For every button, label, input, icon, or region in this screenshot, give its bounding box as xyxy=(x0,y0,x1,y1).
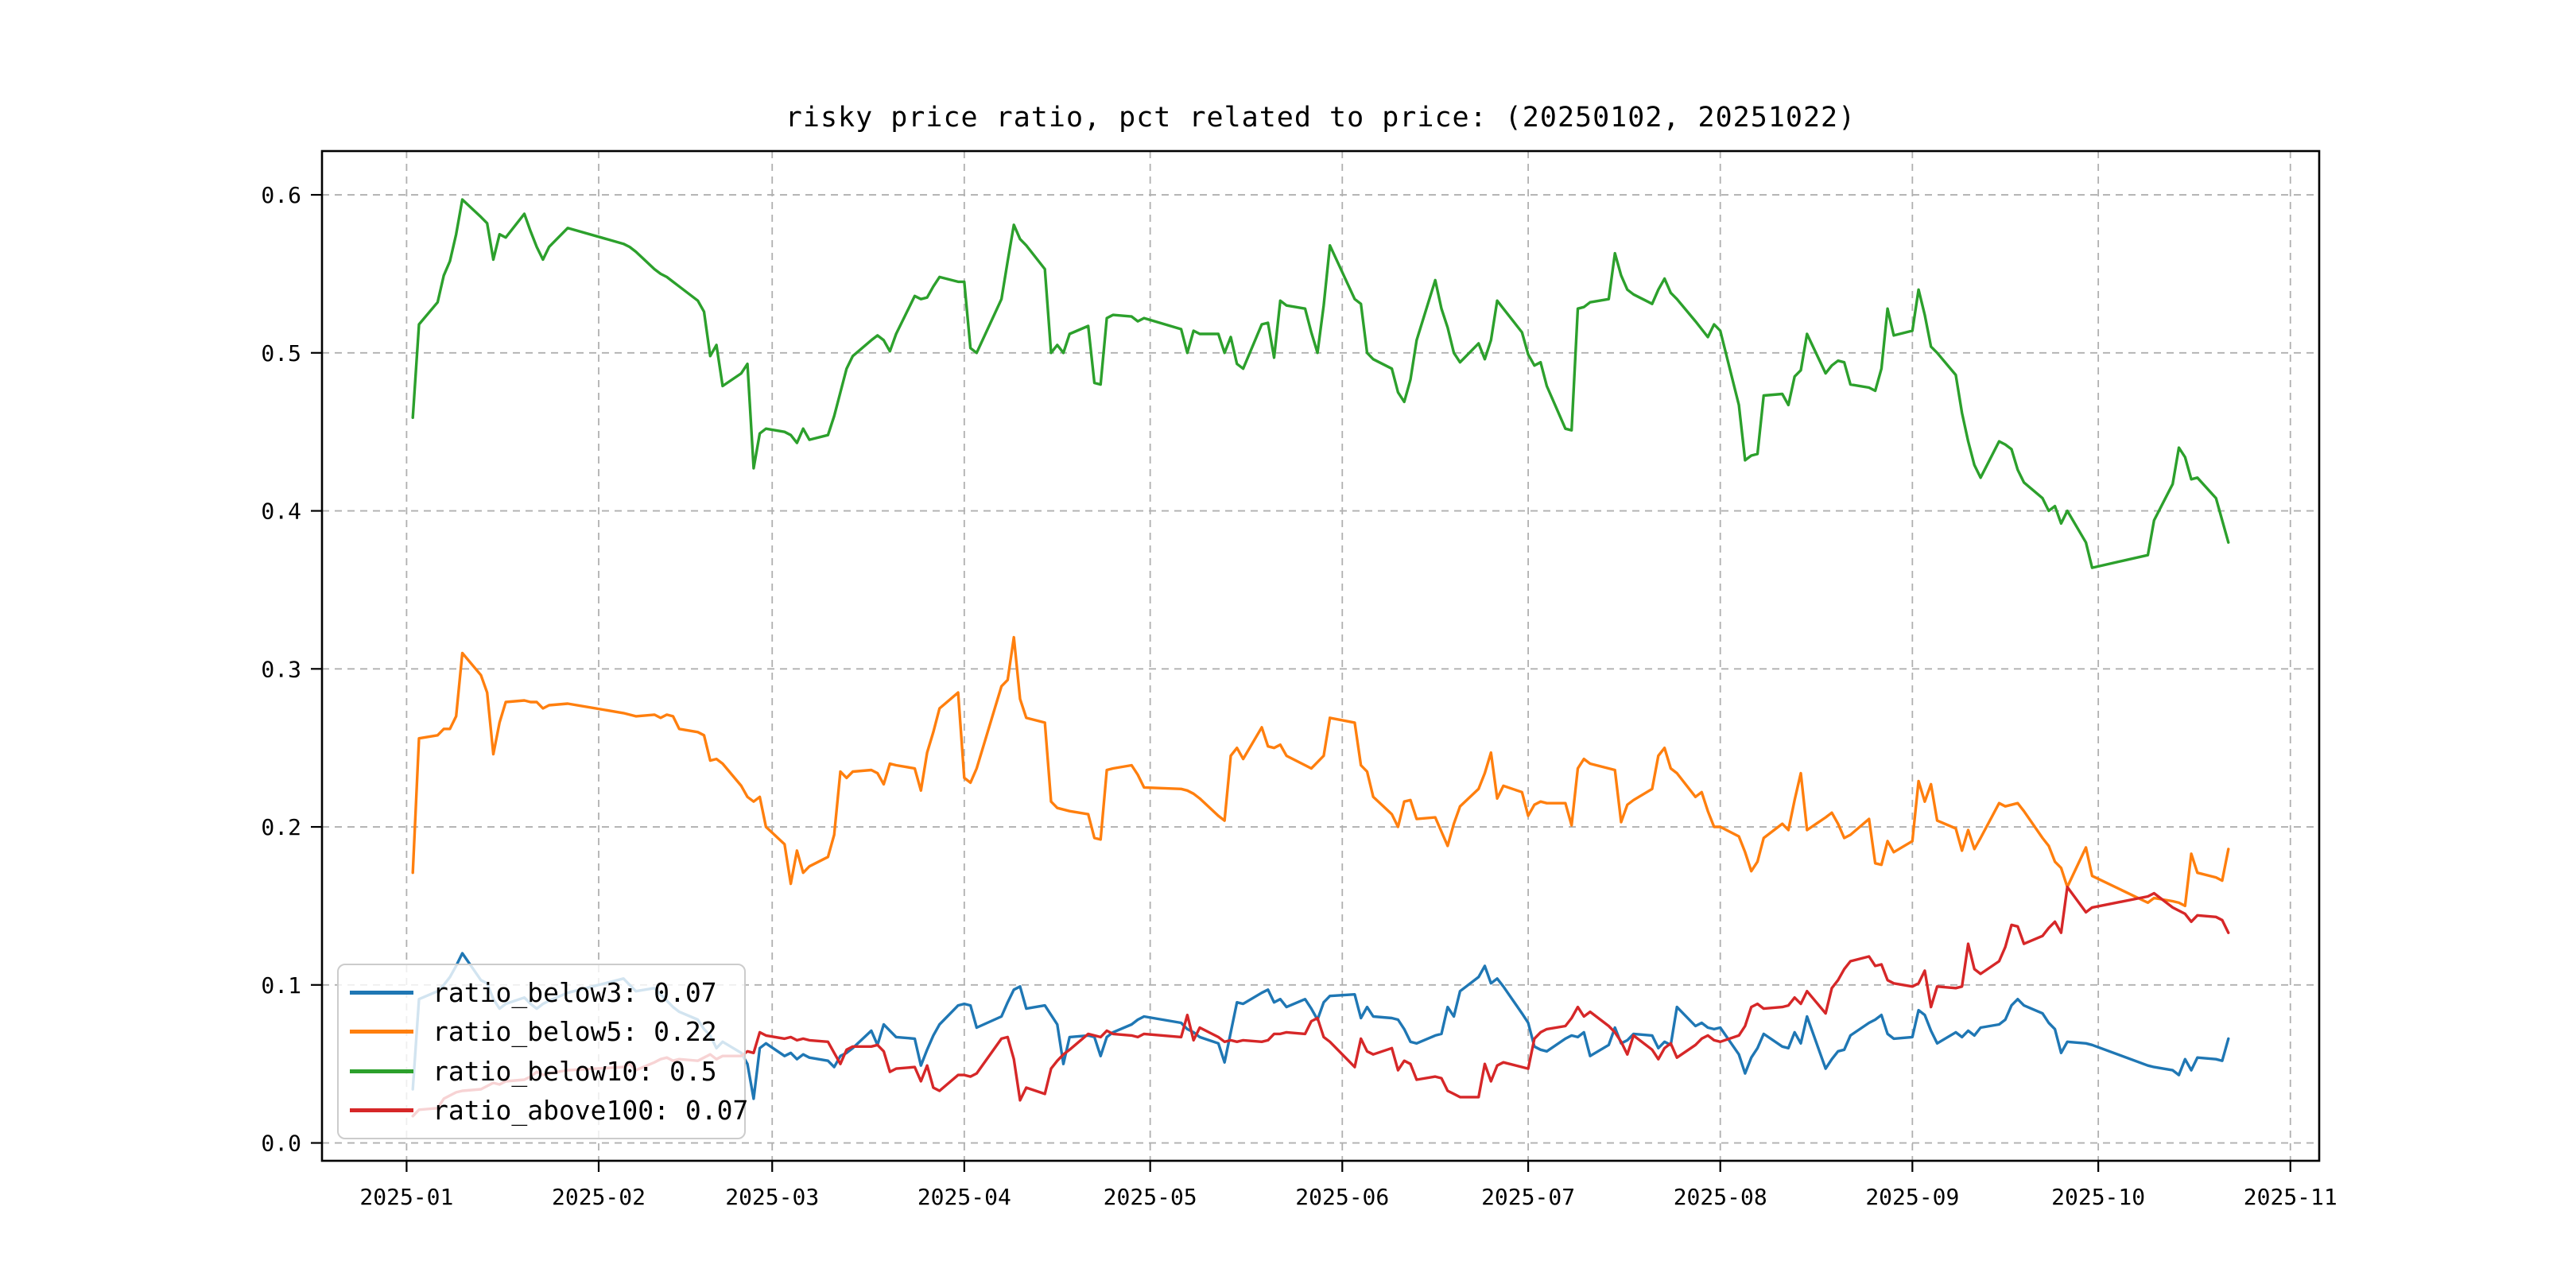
x-tick-label: 2025-03 xyxy=(725,1184,819,1210)
y-tick-label: 0.6 xyxy=(261,182,301,208)
chart-title: risky price ratio, pct related to price:… xyxy=(785,102,1856,134)
legend-label-ratio_below3: ratio_below3: 0.07 xyxy=(433,976,717,1008)
legend-item-ratio_below3: ratio_below3: 0.07 xyxy=(350,975,744,1010)
legend-item-ratio_below10: ratio_below10: 0.5 xyxy=(350,1053,744,1088)
series-line-ratio_below3 xyxy=(411,952,2230,1100)
legend-swatch-ratio_below10 xyxy=(350,1069,413,1073)
y-tick-label: 0.3 xyxy=(261,656,301,682)
legend-label-ratio_above100: ratio_above100: 0.07 xyxy=(433,1095,749,1127)
legend-swatch-ratio_below3 xyxy=(350,990,413,995)
x-tick-label: 2025-06 xyxy=(1295,1184,1389,1210)
x-tick-label: 2025-08 xyxy=(1674,1184,1767,1210)
x-tick-label: 2025-04 xyxy=(918,1184,1011,1210)
x-tick-label: 2025-07 xyxy=(1481,1184,1575,1210)
legend-item-ratio_above100: ratio_above100: 0.07 xyxy=(350,1093,748,1128)
legend-item-ratio_below5: ratio_below5: 0.22 xyxy=(350,1014,744,1049)
x-tick-label: 2025-05 xyxy=(1104,1184,1197,1210)
y-tick-label: 0.0 xyxy=(261,1131,301,1157)
legend-swatch-ratio_below5 xyxy=(350,1030,413,1034)
x-tick-label: 2025-01 xyxy=(359,1184,453,1210)
x-tick-label: 2025-02 xyxy=(552,1184,646,1210)
legend: ratio_below3: 0.07 ratio_below5: 0.22 ra… xyxy=(337,964,748,1139)
series-line-ratio_below10 xyxy=(411,198,2230,569)
axis-ticks xyxy=(311,193,2291,1172)
x-tick-label: 2025-10 xyxy=(2051,1184,2145,1210)
series-line-ratio_below5 xyxy=(411,635,2230,908)
legend-swatch-ratio_above100 xyxy=(350,1108,413,1113)
y-tick-label: 0.4 xyxy=(261,499,301,525)
axis-tick-labels: 2025-01 2025-02 2025-03 2025-04 2025-05 2025-… xyxy=(261,182,2337,1210)
x-tick-label: 2025-09 xyxy=(1865,1184,1959,1210)
legend-label-ratio_below10: ratio_below10: 0.5 xyxy=(433,1055,717,1087)
x-tick-label: 2025-11 xyxy=(2244,1184,2337,1210)
y-tick-label: 0.2 xyxy=(261,814,301,840)
y-tick-label: 0.5 xyxy=(261,340,301,367)
legend-label-ratio_below5: ratio_below5: 0.22 xyxy=(433,1016,717,1048)
series-line-ratio_above100 xyxy=(411,885,2230,1118)
y-tick-label: 0.1 xyxy=(261,972,301,999)
plot-spines xyxy=(320,149,2321,1162)
